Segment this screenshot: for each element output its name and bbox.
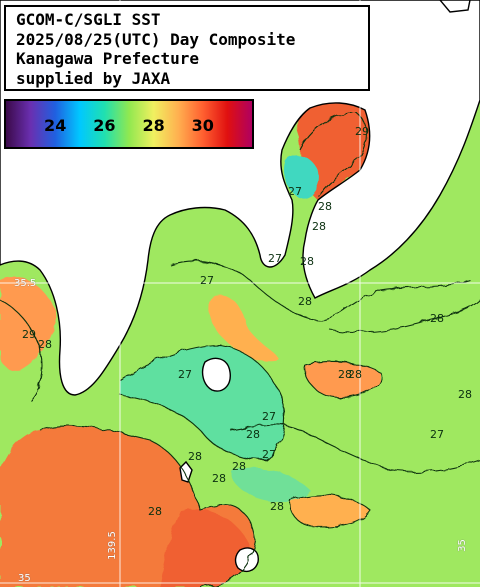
isotherm-29-southwest xyxy=(39,425,256,587)
land-rock-1 xyxy=(179,460,193,483)
contour-label: 28 xyxy=(458,388,472,401)
title-date: 2025/08/25(UTC) Day Composite xyxy=(16,29,296,49)
isotherm-28-east xyxy=(329,299,480,333)
cool-patch-channel xyxy=(230,468,310,502)
warm-patch-east xyxy=(305,361,381,398)
contour-label: 27 xyxy=(262,410,276,423)
graticule-label-lat-35-5: 35.5 xyxy=(14,278,37,289)
graticule-label-lon-139-5: 139.5 xyxy=(106,531,118,560)
warm-patch-central xyxy=(208,296,280,362)
contour-label: 28 xyxy=(300,255,314,268)
cool-patch-strait xyxy=(283,154,319,199)
contour-label: 28 xyxy=(232,460,246,473)
isotherm-28-nearshore xyxy=(119,344,286,461)
contour-label: 28 xyxy=(38,338,52,351)
contour-label: 29 xyxy=(355,125,369,138)
contour-label: 29 xyxy=(22,328,36,341)
colorbar-tick-26: 26 xyxy=(93,116,116,135)
cool-water-patches xyxy=(120,154,319,502)
contour-label: 28 xyxy=(188,450,202,463)
cool-patch-nearshore xyxy=(120,345,285,460)
contour-label: 27 xyxy=(262,448,276,461)
contour-label: 27 xyxy=(200,274,214,287)
contour-label: 27 xyxy=(268,252,282,265)
contour-label: 28 xyxy=(430,312,444,325)
isotherm-29-tokyo-bay xyxy=(299,111,367,197)
title-region: Kanagawa Prefecture xyxy=(16,49,200,68)
contour-label: 28 xyxy=(270,500,284,513)
contour-label: 27 xyxy=(178,368,192,381)
contour-label: 28 xyxy=(318,200,332,213)
isotherm-contours xyxy=(0,111,480,587)
graticule-label-lon-140: 35 xyxy=(456,539,468,552)
contour-label: 28 xyxy=(312,220,326,233)
sst-colorbar: 24 26 28 30 xyxy=(4,99,254,149)
contour-label: 28 xyxy=(246,428,260,441)
land-islet-south xyxy=(234,547,259,573)
contour-label: 28 xyxy=(348,368,362,381)
isotherm-28-southeast xyxy=(288,494,371,528)
contour-label: 28 xyxy=(298,295,312,308)
isotherm-28-west xyxy=(0,299,43,401)
warm-water-patches xyxy=(0,100,381,587)
isotherm-27-south xyxy=(229,423,480,473)
graticule-label-lat-35: 35 xyxy=(18,573,31,584)
contour-label: 28 xyxy=(338,368,352,381)
map-title-box: GCOM-C/SGLI SST 2025/08/25(UTC) Day Comp… xyxy=(4,5,370,91)
colorbar-tick-28: 28 xyxy=(142,116,165,135)
contour-label: 28 xyxy=(212,472,226,485)
warm-patch-southwest xyxy=(160,508,250,587)
colorbar-tick-30: 30 xyxy=(191,116,214,135)
colorbar-tick-24: 24 xyxy=(44,116,67,135)
contour-label: 27 xyxy=(288,185,302,198)
land-rock-2 xyxy=(439,0,471,13)
contour-label: 28 xyxy=(148,505,162,518)
title-product: GCOM-C/SGLI SST xyxy=(16,10,161,29)
isotherm-27-central xyxy=(169,260,471,321)
warm-patch-southeast xyxy=(289,494,370,527)
land-enoshima xyxy=(201,357,231,392)
isotherm-29-east xyxy=(304,360,382,399)
title-credit: supplied by JAXA xyxy=(16,68,171,88)
contour-label: 27 xyxy=(430,428,444,441)
